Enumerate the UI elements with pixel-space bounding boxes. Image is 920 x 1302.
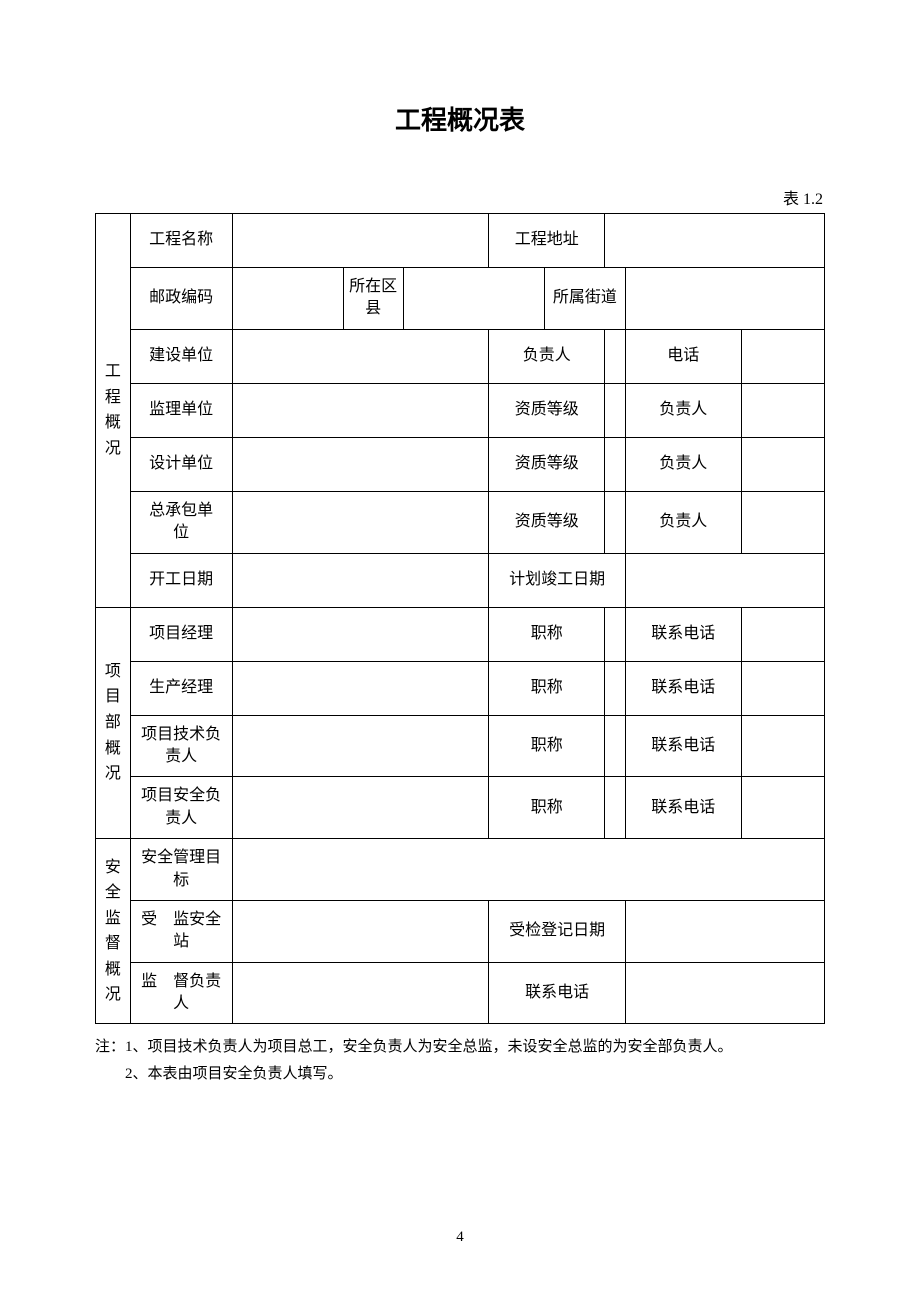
project-overview-table: 工程概况 工程名称 工程地址 邮政编码 所在区县 所属街道 建设单位 负责人 电…	[95, 213, 825, 1024]
value-supervision-unit	[232, 383, 489, 437]
label-responsible-4: 负责人	[625, 491, 741, 553]
label-project-name: 工程名称	[130, 214, 232, 268]
table-row: 项目安全负责人 职称 联系电话	[96, 777, 825, 839]
table-number-label: 表 1.2	[95, 185, 825, 209]
label-title: 职称	[489, 607, 605, 661]
value-pm	[232, 607, 489, 661]
label-supervision-unit: 监理单位	[130, 383, 232, 437]
label-supervisor-phone: 联系电话	[489, 962, 626, 1024]
value-inspection-date	[625, 900, 824, 962]
footnotes: 注：1、项目技术负责人为项目总工，安全负责人为安全总监，未设安全总监的为安全部负…	[95, 1034, 825, 1088]
table-row: 设计单位 资质等级 负责人	[96, 437, 825, 491]
label-street: 所属街道	[544, 268, 625, 330]
value-safety-target	[232, 839, 824, 901]
page-number: 4	[0, 1229, 920, 1246]
value-district	[403, 268, 544, 330]
label-qualification-2: 资质等级	[489, 437, 605, 491]
table-row: 监理单位 资质等级 负责人	[96, 383, 825, 437]
label-responsible-3: 负责人	[625, 437, 741, 491]
value-contractor	[232, 491, 489, 553]
value-qualification-2	[605, 437, 626, 491]
section-header-dept: 项目部概况	[96, 607, 131, 839]
value-street	[625, 268, 824, 330]
label-qualification: 资质等级	[489, 383, 605, 437]
value-responsible-2	[741, 383, 824, 437]
value-project-address	[605, 214, 825, 268]
section-header-project: 工程概况	[96, 214, 131, 608]
label-planned-completion: 计划竣工日期	[489, 553, 626, 607]
value-phone	[741, 329, 824, 383]
label-supervisor: 监 督负责人	[130, 962, 232, 1024]
table-row: 工程概况 工程名称 工程地址	[96, 214, 825, 268]
value-supervisor-phone	[625, 962, 824, 1024]
value-supervised-station	[232, 900, 489, 962]
value-contact-2	[741, 661, 824, 715]
value-contact-4	[741, 777, 824, 839]
table-row: 受 监安全站 受检登记日期	[96, 900, 825, 962]
label-start-date: 开工日期	[130, 553, 232, 607]
label-responsible-2: 负责人	[625, 383, 741, 437]
table-row: 邮政编码 所在区县 所属街道	[96, 268, 825, 330]
value-responsible-3	[741, 437, 824, 491]
label-contact-4: 联系电话	[625, 777, 741, 839]
value-project-name	[232, 214, 489, 268]
value-title-3	[605, 715, 626, 777]
value-supervisor	[232, 962, 489, 1024]
label-pm: 项目经理	[130, 607, 232, 661]
label-contact-2: 联系电话	[625, 661, 741, 715]
table-row: 监 督负责人 联系电话	[96, 962, 825, 1024]
table-row: 开工日期 计划竣工日期	[96, 553, 825, 607]
table-row: 安全监督概况 安全管理目 标	[96, 839, 825, 901]
value-planned-completion	[625, 553, 824, 607]
value-safety-lead	[232, 777, 489, 839]
table-row: 项目部概况 项目经理 职称 联系电话	[96, 607, 825, 661]
label-title-3: 职称	[489, 715, 605, 777]
section-header-safety: 安全监督概况	[96, 839, 131, 1024]
value-postal-code	[232, 268, 343, 330]
label-title-4: 职称	[489, 777, 605, 839]
label-phone: 电话	[625, 329, 741, 383]
value-title-4	[605, 777, 626, 839]
value-design-unit	[232, 437, 489, 491]
footnote-1: 注：1、项目技术负责人为项目总工，安全负责人为安全总监，未设安全总监的为安全部负…	[95, 1034, 825, 1061]
table-row: 总承包单 位 资质等级 负责人	[96, 491, 825, 553]
page-title: 工程概况表	[95, 100, 825, 137]
label-supervised-station: 受 监安全站	[130, 900, 232, 962]
table-row: 生产经理 职称 联系电话	[96, 661, 825, 715]
value-responsible	[605, 329, 626, 383]
label-qualification-3: 资质等级	[489, 491, 605, 553]
label-contact: 联系电话	[625, 607, 741, 661]
value-title-2	[605, 661, 626, 715]
label-construction-unit: 建设单位	[130, 329, 232, 383]
value-contact-3	[741, 715, 824, 777]
label-tech-lead: 项目技术负责人	[130, 715, 232, 777]
label-title-2: 职称	[489, 661, 605, 715]
value-contact	[741, 607, 824, 661]
value-qualification	[605, 383, 626, 437]
value-production-mgr	[232, 661, 489, 715]
label-design-unit: 设计单位	[130, 437, 232, 491]
label-safety-lead: 项目安全负责人	[130, 777, 232, 839]
value-qualification-3	[605, 491, 626, 553]
label-inspection-date: 受检登记日期	[489, 900, 626, 962]
table-row: 项目技术负责人 职称 联系电话	[96, 715, 825, 777]
label-project-address: 工程地址	[489, 214, 605, 268]
value-tech-lead	[232, 715, 489, 777]
label-district: 所在区县	[343, 268, 403, 330]
label-production-mgr: 生产经理	[130, 661, 232, 715]
label-postal-code: 邮政编码	[130, 268, 232, 330]
label-safety-target: 安全管理目 标	[130, 839, 232, 901]
value-construction-unit	[232, 329, 489, 383]
value-title	[605, 607, 626, 661]
label-contact-3: 联系电话	[625, 715, 741, 777]
label-responsible: 负责人	[489, 329, 605, 383]
label-contractor: 总承包单 位	[130, 491, 232, 553]
footnote-2: 2、本表由项目安全负责人填写。	[95, 1061, 825, 1088]
value-responsible-4	[741, 491, 824, 553]
table-row: 建设单位 负责人 电话	[96, 329, 825, 383]
value-start-date	[232, 553, 489, 607]
